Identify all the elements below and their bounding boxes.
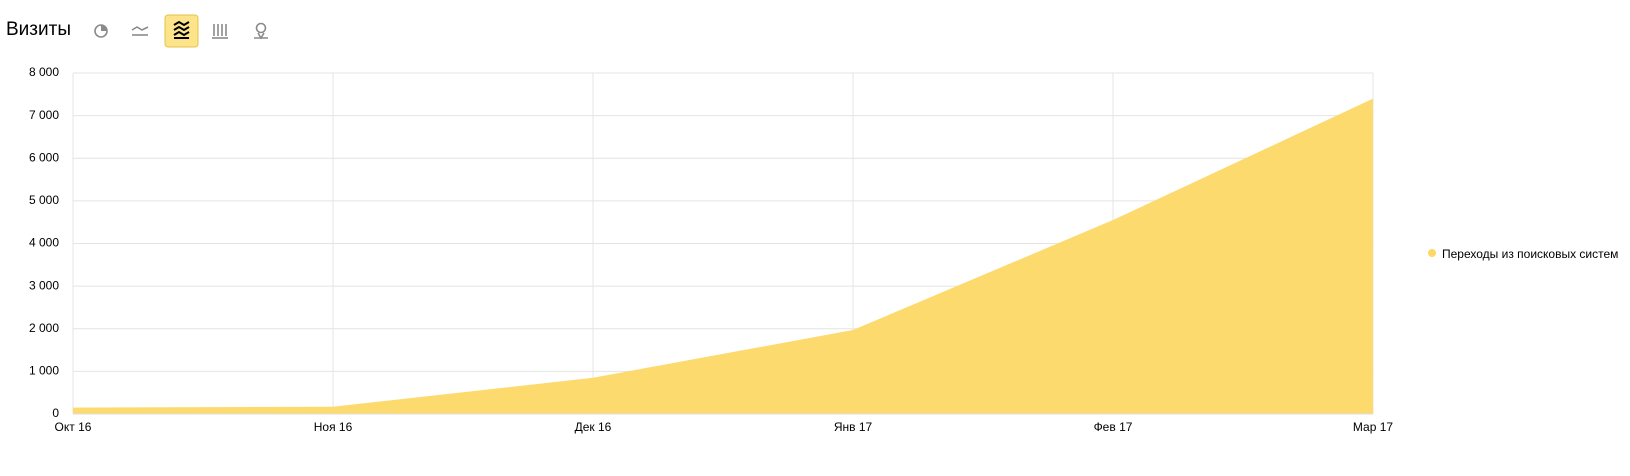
y-tick-label: 3 000 — [29, 278, 59, 292]
x-tick-label: Янв 17 — [834, 420, 873, 434]
y-tick-label: 5 000 — [29, 193, 59, 207]
legend-marker — [1428, 249, 1436, 257]
line-button[interactable] — [131, 26, 149, 36]
chart-title: Визиты — [6, 19, 71, 40]
bar-button[interactable] — [212, 24, 228, 39]
pie-button[interactable] — [94, 24, 108, 38]
y-tick-label: 1 000 — [29, 364, 59, 378]
x-tick-label: Мар 17 — [1353, 420, 1393, 434]
x-tick-label: Фев 17 — [1094, 420, 1133, 434]
y-tick-label: 2 000 — [29, 321, 59, 335]
y-tick-label: 6 000 — [29, 150, 59, 164]
area-button[interactable] — [164, 14, 199, 48]
chart-type-switcher — [94, 14, 268, 48]
x-tick-label: Дек 16 — [575, 420, 612, 434]
y-tick-label: 0 — [52, 406, 59, 420]
map-button[interactable] — [254, 22, 268, 40]
x-tick-label: Ноя 16 — [314, 420, 353, 434]
y-tick-label: 8 000 — [29, 65, 59, 79]
x-tick-label: Окт 16 — [55, 420, 92, 434]
y-tick-label: 7 000 — [29, 108, 59, 122]
legend-label: Переходы из поисковых систем — [1442, 247, 1618, 261]
area — [73, 98, 1373, 414]
y-tick-label: 4 000 — [29, 236, 59, 250]
